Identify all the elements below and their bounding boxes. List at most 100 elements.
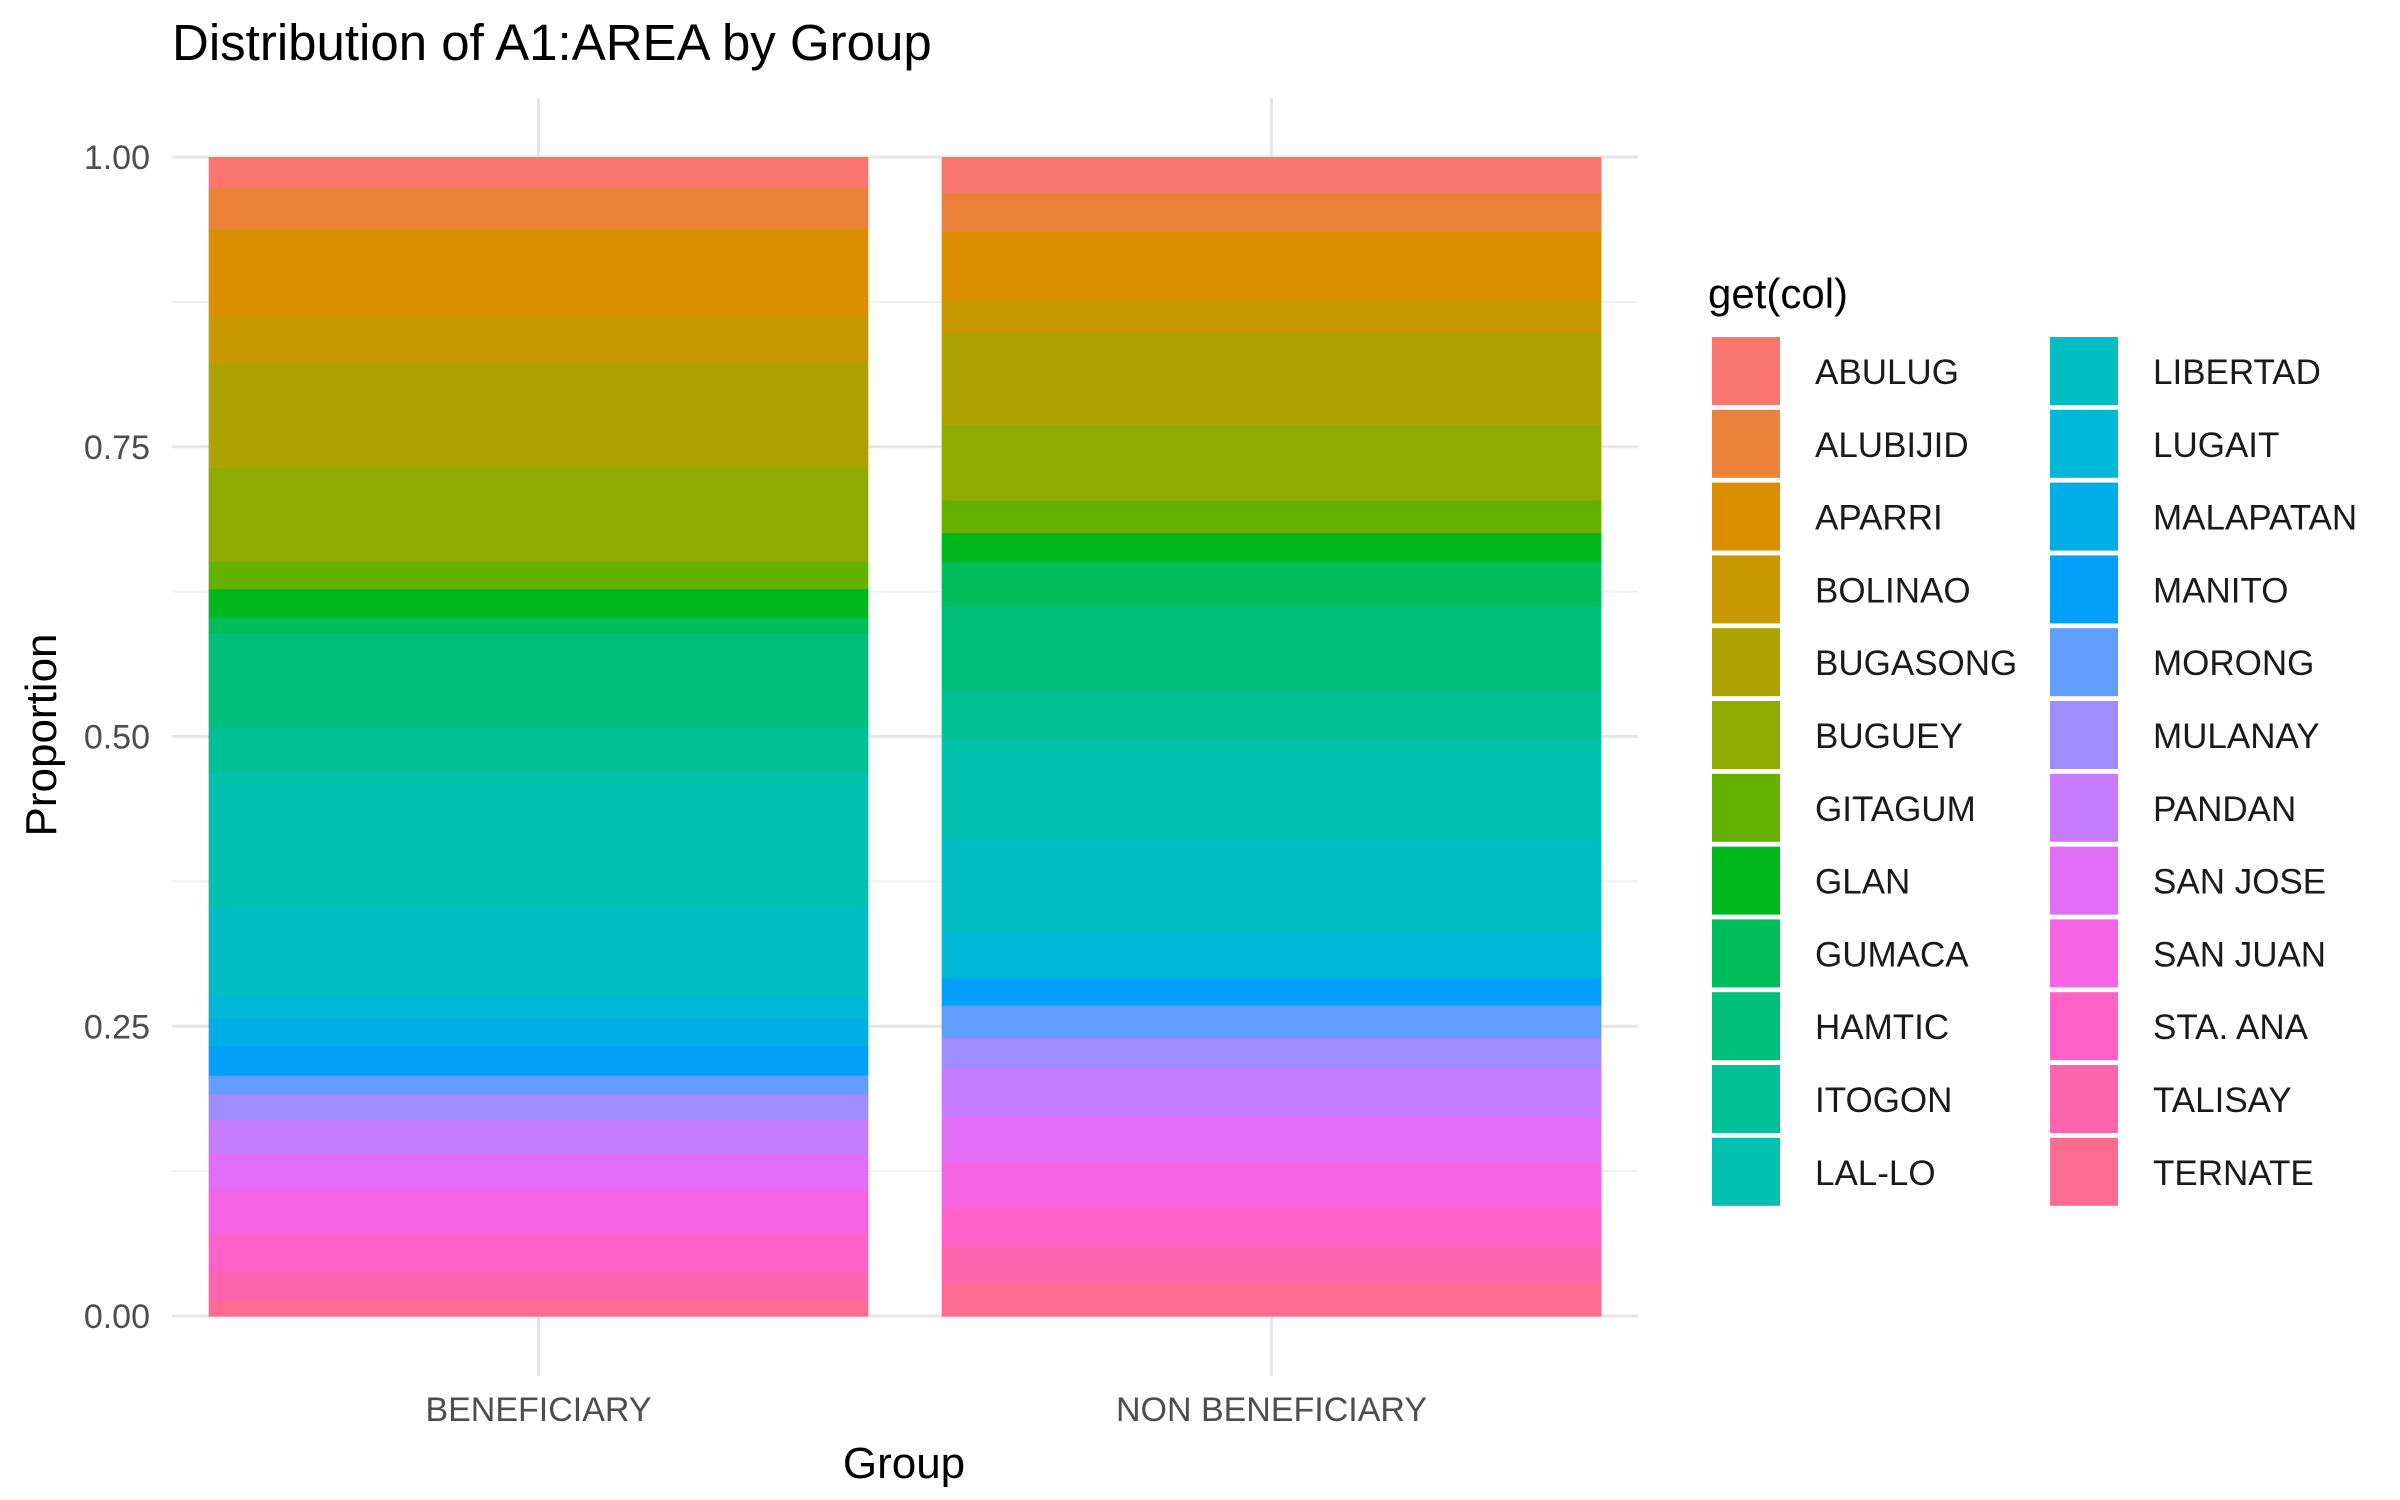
y-tick-label: 0.00 [84, 1298, 150, 1336]
legend-label: LAL-LO [1815, 1154, 1936, 1193]
legend-item: STA. ANA [2050, 992, 2309, 1061]
legend-item: TERNATE [2050, 1137, 2314, 1206]
legend-swatch [2050, 409, 2118, 478]
bar-segment-manito [208, 1045, 869, 1076]
y-tick-label: 1.00 [84, 139, 150, 177]
legend-swatch [2050, 628, 2118, 697]
bar-segment-sta-ana [208, 1233, 869, 1273]
legend-label: TALISAY [2153, 1081, 2292, 1120]
legend-label: BUGUEY [1815, 717, 1963, 756]
legend-item: PANDAN [2050, 773, 2296, 842]
legend-swatch [2050, 773, 2118, 842]
bar-segment-libertad [941, 839, 1602, 934]
chart-title: Distribution of A1:AREA by Group [172, 14, 932, 71]
legend-label: MANITO [2153, 571, 2288, 610]
legend-item: GLAN [1712, 846, 1910, 915]
bar-segments [208, 157, 1602, 1317]
bar-segment-talisay [941, 1245, 1602, 1285]
legend-swatch [1712, 773, 1780, 842]
legend-item: APARRI [1712, 482, 1943, 551]
legend-label: LIBERTAD [2153, 353, 2321, 392]
legend-item: MANITO [2050, 555, 2288, 624]
legend-swatch [2050, 846, 2118, 915]
legend-label: GLAN [1815, 863, 1910, 902]
legend-swatch [1712, 482, 1780, 551]
legend-swatch [2050, 482, 2118, 551]
bar-segment-gitagum [941, 500, 1602, 534]
legend-swatch [1712, 409, 1780, 478]
y-tick-label: 0.50 [84, 719, 150, 757]
legend-label: TERNATE [2153, 1154, 2314, 1193]
bar-segment-san-jose [941, 1116, 1602, 1162]
legend-item: ABULUG [1712, 337, 1959, 405]
bar-segment-gitagum [208, 561, 869, 590]
bar-segment-buguey [208, 467, 869, 563]
bar-segment-hamtic [208, 633, 869, 729]
legend-label: LUGAIT [2153, 426, 2279, 465]
bar-segment-san-juan [941, 1161, 1602, 1208]
legend-label: ALUBIJID [1815, 426, 1969, 465]
bar-segment-alubijid [941, 192, 1602, 233]
y-tick-label: 0.25 [84, 1008, 150, 1046]
legend-item: ALUBIJID [1712, 409, 1969, 478]
legend-title: get(col) [1708, 270, 1848, 317]
legend-swatch [2050, 337, 2118, 405]
legend-item: GITAGUM [1712, 773, 1976, 842]
bar-segment-abulug [208, 157, 869, 189]
legend-label: BUGASONG [1815, 644, 2017, 683]
legend-swatch [1712, 555, 1780, 624]
legend-item: MORONG [2050, 628, 2314, 697]
legend-swatch [2050, 1137, 2118, 1206]
bar-segment-gumaca [941, 561, 1602, 607]
legend-label: PANDAN [2153, 790, 2296, 829]
bar-segment-itogon [208, 727, 869, 774]
bar-segment-gumaca [208, 617, 869, 634]
x-axis-tick-labels: BENEFICIARY NON BENEFICIARY [425, 1391, 1427, 1429]
legend-swatch [1712, 628, 1780, 697]
legend-items: ABULUG ALUBIJID APARRI BOLINAO BUGASONG BUGUE… [1712, 337, 2357, 1206]
bar-segment-lugait [208, 995, 869, 1019]
legend-label: BOLINAO [1815, 571, 1971, 610]
legend-item: LUGAIT [2050, 409, 2279, 478]
bar-segment-morong [208, 1075, 869, 1094]
y-axis-tick-labels: 0.00 0.25 0.50 0.75 1.00 [84, 139, 150, 1336]
legend-swatch [1712, 701, 1780, 769]
legend-swatch [1712, 1065, 1780, 1133]
legend-label: ITOGON [1815, 1081, 1952, 1120]
bar-segment-pandan [941, 1067, 1602, 1118]
legend-swatch [2050, 919, 2118, 988]
bar-segment-morong [941, 1005, 1602, 1038]
bar-segment-bolinao [941, 298, 1602, 333]
legend-label: MULANAY [2153, 717, 2320, 756]
y-axis-title: Proportion [17, 633, 66, 836]
bar-segment-aparri [941, 231, 1602, 300]
legend-item: HAMTIC [1712, 992, 1949, 1061]
bar-segment-talisay [208, 1271, 869, 1301]
bar-segment-lal-lo [208, 772, 869, 907]
x-axis-title: Group [843, 1439, 965, 1488]
bar-segment-glan [941, 532, 1602, 563]
legend-item: SAN JOSE [2050, 846, 2326, 915]
legend-label: GITAGUM [1815, 790, 1976, 829]
bar-segment-libertad [208, 905, 869, 997]
bar-segment-aparri [208, 228, 869, 316]
bar-segment-abulug [941, 157, 1602, 194]
legend-label: SAN JUAN [2153, 935, 2326, 974]
legend-label: HAMTIC [1815, 1008, 1949, 1047]
x-tick-label: NON BENEFICIARY [1116, 1391, 1427, 1429]
legend-item: TALISAY [2050, 1065, 2292, 1133]
y-tick-label: 0.75 [84, 429, 150, 467]
bar-segment-pandan [208, 1119, 869, 1155]
bar-segment-ternate [208, 1300, 869, 1317]
bar-segment-mulanay [941, 1037, 1602, 1069]
legend-item: GUMACA [1712, 919, 1969, 988]
bar-segment-itogon [941, 691, 1602, 742]
legend-item: MULANAY [2050, 701, 2320, 769]
legend-swatch [2050, 555, 2118, 624]
legend-label: MORONG [2153, 644, 2314, 683]
legend-swatch [1712, 1137, 1780, 1206]
bar-segment-ternate [941, 1283, 1602, 1317]
legend-item: ITOGON [1712, 1065, 1952, 1133]
bar-segment-malapatan [208, 1018, 869, 1047]
bar-segment-san-jose [208, 1153, 869, 1191]
